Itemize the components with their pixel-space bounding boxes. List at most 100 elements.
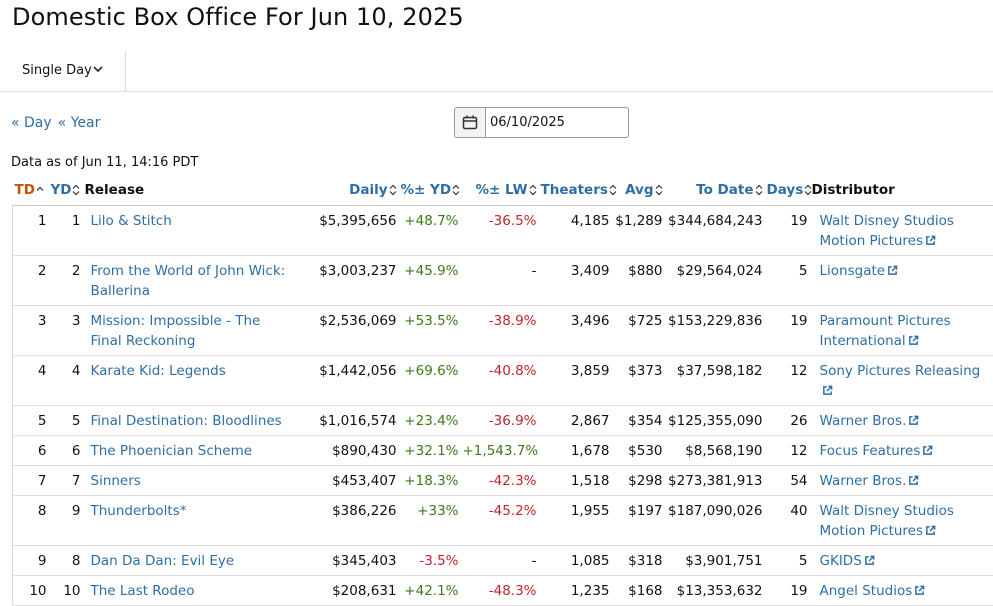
cell-release: Karate Kid: Legends xyxy=(83,356,293,406)
release-link[interactable]: The Last Rodeo xyxy=(91,583,195,599)
distributor-link[interactable]: Paramount Pictures International xyxy=(820,313,951,349)
cell-to-date: $344,684,243 xyxy=(665,206,765,256)
column-header-theaters[interactable]: Theaters xyxy=(539,174,612,206)
release-link[interactable]: Sinners xyxy=(91,473,141,489)
cell-pct-yd: +32.1% xyxy=(399,436,461,466)
prev-day-link[interactable]: « Day xyxy=(11,115,52,131)
cell-yd: 7 xyxy=(49,466,83,496)
distributor-link[interactable]: GKIDS xyxy=(820,553,875,569)
external-link-icon xyxy=(908,475,919,486)
sort-icon xyxy=(389,184,397,196)
date-input[interactable] xyxy=(490,112,620,132)
cell-theaters: 1,678 xyxy=(539,436,612,466)
distributor-link[interactable]: Warner Bros. xyxy=(820,473,920,489)
distributor-link[interactable]: Focus Features xyxy=(820,443,934,459)
cell-td: 2 xyxy=(13,256,49,306)
column-header-days-label: Days xyxy=(767,182,804,198)
column-header-theaters-label: Theaters xyxy=(541,182,608,198)
cell-pct-yd: +18.3% xyxy=(399,466,461,496)
distributor-link[interactable]: Warner Bros. xyxy=(820,413,920,429)
release-link[interactable]: Final Destination: Bloodlines xyxy=(91,413,282,429)
table-row: 3 3 Mission: Impossible - The Final Reck… xyxy=(13,306,993,356)
distributor-name: Lionsgate xyxy=(820,263,886,279)
release-link[interactable]: The Phoenician Scheme xyxy=(91,443,253,459)
cell-pct-lw: -45.2% xyxy=(461,496,539,546)
distributor-link[interactable]: Sony Pictures Releasing xyxy=(820,363,981,399)
external-link-icon xyxy=(925,235,936,246)
column-header-yd[interactable]: YD xyxy=(49,174,83,206)
cell-avg: $880 xyxy=(612,256,665,306)
column-header-to-date[interactable]: To Date xyxy=(665,174,765,206)
column-header-avg-label: Avg xyxy=(625,182,653,198)
cell-to-date: $125,355,090 xyxy=(665,406,765,436)
cell-pct-lw: -38.9% xyxy=(461,306,539,356)
column-header-daily[interactable]: Daily xyxy=(293,174,399,206)
cell-release: Final Destination: Bloodlines xyxy=(83,406,293,436)
release-link[interactable]: Karate Kid: Legends xyxy=(91,363,226,379)
distributor-name: Angel Studios xyxy=(820,583,913,599)
cell-theaters: 1,955 xyxy=(539,496,612,546)
table-row: 2 2 From the World of John Wick: Balleri… xyxy=(13,256,993,306)
column-header-yd-label: YD xyxy=(51,182,72,198)
column-header-to-date-label: To Date xyxy=(696,182,753,198)
cell-days: 19 xyxy=(765,206,810,256)
cell-pct-lw: -40.8% xyxy=(461,356,539,406)
cell-release: From the World of John Wick: Ballerina xyxy=(83,256,293,306)
column-header-distributor[interactable]: Distributor xyxy=(810,174,993,206)
cell-pct-yd: +42.1% xyxy=(399,576,461,606)
column-header-td[interactable]: TD xyxy=(13,174,49,206)
release-link[interactable]: Dan Da Dan: Evil Eye xyxy=(91,553,235,569)
table-row: 7 7 Sinners $453,407 +18.3% -42.3% 1,518… xyxy=(13,466,993,496)
cell-days: 5 xyxy=(765,256,810,306)
sort-icon xyxy=(609,184,617,196)
cell-pct-yd: +33% xyxy=(399,496,461,546)
cell-yd: 1 xyxy=(49,206,83,256)
sort-asc-icon xyxy=(36,184,44,196)
cell-pct-lw: -42.3% xyxy=(461,466,539,496)
cell-td: 7 xyxy=(13,466,49,496)
column-header-pct-lw[interactable]: %± LW xyxy=(461,174,539,206)
column-header-td-label: TD xyxy=(15,182,35,198)
table-row: 5 5 Final Destination: Bloodlines $1,016… xyxy=(13,406,993,436)
view-selector[interactable]: Single Day xyxy=(10,51,126,91)
cell-pct-yd: +45.9% xyxy=(399,256,461,306)
cell-to-date: $3,901,751 xyxy=(665,546,765,576)
cell-to-date: $187,090,026 xyxy=(665,496,765,546)
cell-pct-lw: -36.9% xyxy=(461,406,539,436)
release-link[interactable]: Lilo & Stitch xyxy=(91,213,172,229)
release-link[interactable]: Thunderbolts* xyxy=(91,503,187,519)
cell-release: The Phoenician Scheme xyxy=(83,436,293,466)
cell-distributor: Angel Studios xyxy=(810,576,993,606)
cell-daily: $386,226 xyxy=(293,496,399,546)
cell-pct-yd: +48.7% xyxy=(399,206,461,256)
external-link-icon xyxy=(908,335,919,346)
cell-daily: $453,407 xyxy=(293,466,399,496)
cell-to-date: $13,353,632 xyxy=(665,576,765,606)
cell-td: 3 xyxy=(13,306,49,356)
cell-distributor: GKIDS xyxy=(810,546,993,576)
cell-theaters: 4,185 xyxy=(539,206,612,256)
distributor-link[interactable]: Walt Disney Studios Motion Pictures xyxy=(820,503,954,539)
distributor-link[interactable]: Lionsgate xyxy=(820,263,899,279)
release-link[interactable]: From the World of John Wick: Ballerina xyxy=(91,263,286,299)
cell-avg: $318 xyxy=(612,546,665,576)
calendar-button[interactable] xyxy=(455,108,486,137)
prev-year-link[interactable]: « Year xyxy=(58,115,101,131)
cell-theaters: 3,409 xyxy=(539,256,612,306)
table-header-row: TD YD Release Daily %± YD %± LW Theaters… xyxy=(13,174,993,206)
cell-avg: $725 xyxy=(612,306,665,356)
column-header-release[interactable]: Release xyxy=(83,174,293,206)
cell-pct-yd: -3.5% xyxy=(399,546,461,576)
distributor-link[interactable]: Walt Disney Studios Motion Pictures xyxy=(820,213,954,249)
column-header-pct-yd[interactable]: %± YD xyxy=(399,174,461,206)
column-header-days[interactable]: Days xyxy=(765,174,810,206)
cell-release: The Last Rodeo xyxy=(83,576,293,606)
cell-to-date: $37,598,182 xyxy=(665,356,765,406)
cell-yd: 2 xyxy=(49,256,83,306)
release-link[interactable]: Mission: Impossible - The Final Reckonin… xyxy=(91,313,261,349)
distributor-link[interactable]: Angel Studios xyxy=(820,583,926,599)
column-header-pct-yd-label: %± YD xyxy=(401,182,452,198)
cell-td: 9 xyxy=(13,546,49,576)
cell-yd: 5 xyxy=(49,406,83,436)
column-header-avg[interactable]: Avg xyxy=(612,174,665,206)
